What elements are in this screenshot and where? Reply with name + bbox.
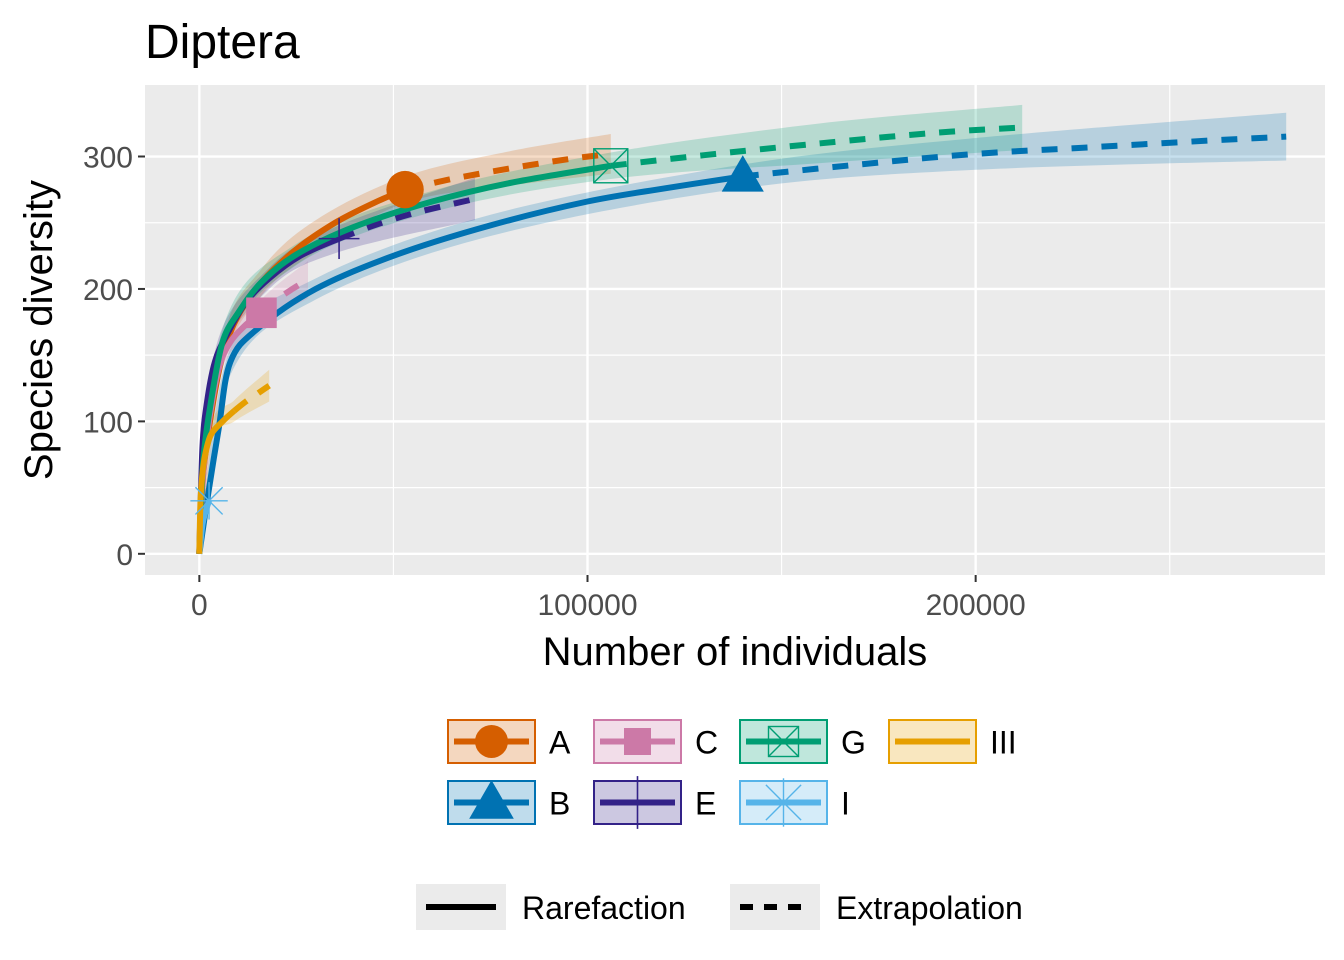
legend-key-marker (475, 725, 508, 758)
legend-label: III (990, 725, 1017, 761)
legend-item-E: E (593, 776, 716, 829)
rarefaction-line-B (196, 173, 744, 555)
triangle-marker (721, 155, 764, 192)
band-B (199, 112, 1287, 554)
legend-item-G: G (739, 719, 866, 764)
legend-item-C: C (593, 719, 718, 764)
extrapolation-line-E (338, 195, 476, 242)
observed-markers (190, 148, 764, 520)
legend-key-marker (469, 780, 514, 819)
legend: A C G III B E I Rarefaction Extrapolation (416, 719, 1023, 930)
extrapolation-line-B (742, 133, 1287, 180)
boxcross-marker-box (767, 725, 800, 758)
triangle-marker (469, 780, 514, 819)
circle-marker (475, 725, 508, 758)
boxcross-marker-d2 (593, 148, 629, 184)
x-tick-label: 200000 (926, 589, 1026, 622)
linetype-label: Extrapolation (836, 890, 1023, 926)
panel-background (145, 85, 1325, 575)
observed-point-I (190, 482, 228, 520)
legend-item-III: III (888, 719, 1017, 764)
y-tick-label: 300 (83, 142, 133, 175)
y-tick-label: 200 (83, 274, 133, 307)
band-III (199, 369, 270, 554)
observed-point-C (246, 297, 277, 329)
extrapolation-line-G (610, 124, 1023, 169)
observed-point-B (721, 155, 764, 192)
boxcross-marker-box (593, 148, 629, 184)
asterisk-marker-d2 (194, 486, 224, 515)
legend-label: B (549, 786, 570, 822)
y-tick-label: 100 (83, 406, 133, 439)
y-axis-title: Species diversity (17, 180, 61, 480)
legend-label: C (695, 725, 718, 761)
observed-point-A (386, 170, 424, 209)
legend-item-A: A (447, 719, 571, 764)
legend-key-marker (767, 725, 800, 758)
x-tick-label: 0 (191, 589, 208, 622)
square-marker (624, 728, 651, 755)
x-tick-label: 100000 (537, 589, 637, 622)
y-tick-label: 0 (116, 539, 133, 572)
legend-label: A (549, 725, 571, 761)
linetype-label: Rarefaction (522, 890, 686, 926)
square-marker (246, 297, 277, 329)
axes: 0 100000 200000 0 100 200 300 (83, 142, 1026, 622)
linetype-legend-rarefaction: Rarefaction (416, 884, 686, 930)
legend-key-marker (624, 728, 651, 755)
rarefaction-line-G (196, 162, 612, 554)
observed-point-G (593, 148, 629, 184)
legend-item-B: B (447, 780, 570, 825)
chart-title: Diptera (145, 16, 300, 69)
x-axis-title: Number of individuals (543, 630, 928, 674)
extrapolation-line-III (232, 383, 271, 414)
observed-point-E (318, 218, 360, 260)
band-A (199, 134, 611, 554)
legend-item-I: I (739, 778, 850, 827)
asterisk-marker-d2 (765, 784, 802, 821)
extrapolation-line-A (404, 150, 612, 193)
legend-key-marker (611, 776, 664, 829)
legend-label: I (841, 786, 850, 822)
legend-key-marker (759, 778, 808, 827)
circle-marker (386, 170, 424, 209)
legend-label: G (841, 725, 866, 761)
boxcross-marker-d2 (768, 726, 799, 757)
linetype-legend-extrapolation: Extrapolation (730, 884, 1023, 930)
legend-label: E (695, 786, 716, 822)
